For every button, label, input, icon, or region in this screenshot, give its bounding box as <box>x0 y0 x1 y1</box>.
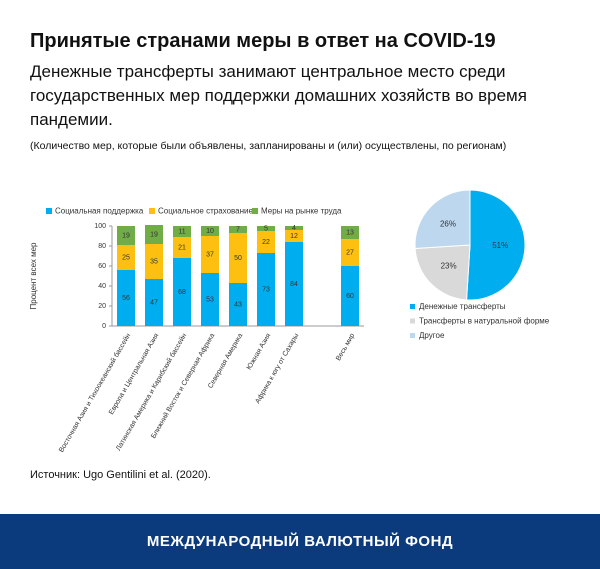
bar-segment <box>201 236 219 273</box>
bar-segment <box>201 226 219 236</box>
data-label: 43 <box>234 301 242 308</box>
bar-segment <box>257 253 275 326</box>
y-tick-label: 0 <box>102 323 106 330</box>
bar-segment <box>229 283 247 326</box>
data-label: 12 <box>290 233 298 240</box>
data-label: 73 <box>262 286 270 293</box>
bar-segment <box>341 226 359 239</box>
y-tick-label: 60 <box>98 263 106 270</box>
data-label: 60 <box>346 293 354 300</box>
bar-segment <box>229 226 247 233</box>
bar-segment <box>285 226 303 230</box>
data-label: 84 <box>290 281 298 288</box>
data-label: 19 <box>122 232 130 239</box>
bar-segment <box>145 279 163 326</box>
x-tick-label: Южная Азия <box>246 332 273 371</box>
bar-segment <box>117 245 135 270</box>
data-label: 35 <box>150 258 158 265</box>
bar-segment <box>173 237 191 258</box>
legend-swatch <box>149 208 155 214</box>
bar-segment <box>341 239 359 266</box>
data-label: 21 <box>178 244 186 251</box>
legend-swatch <box>410 333 415 338</box>
subtitle: Денежные трансферты занимают центральное… <box>30 62 527 129</box>
data-label: 68 <box>178 289 186 296</box>
data-label: 22 <box>262 239 270 246</box>
bar-segment <box>145 225 163 244</box>
data-label: 13 <box>346 229 354 236</box>
x-tick-label: Весь мир <box>335 332 356 362</box>
pie-slice <box>466 189 526 301</box>
legend-swatch <box>46 208 52 214</box>
data-label: 7 <box>236 226 240 233</box>
bar-segment <box>201 273 219 326</box>
note: (Количество мер, которые были объявлены,… <box>30 140 507 152</box>
bar-segment <box>285 242 303 326</box>
data-label: 11 <box>178 228 185 235</box>
data-label: 23% <box>441 261 457 270</box>
data-label: 25 <box>122 254 130 261</box>
data-label: 53 <box>206 296 214 303</box>
data-label: 19 <box>150 231 158 238</box>
legend-swatch <box>252 208 258 214</box>
bar-segment <box>229 233 247 283</box>
bar-segment <box>257 226 275 231</box>
pie-slice <box>414 189 471 249</box>
legend-label: Социальная поддержка <box>55 207 144 216</box>
source: Источник: Ugo Gentilini et al. (2020). <box>30 469 211 481</box>
y-tick-label: 100 <box>94 223 106 230</box>
bar-segment <box>145 244 163 279</box>
bar-segment <box>257 231 275 253</box>
data-label: 56 <box>122 295 130 302</box>
bar-segment <box>117 226 135 245</box>
data-label: 27 <box>346 249 354 256</box>
bar-segment <box>117 270 135 326</box>
y-tick-label: 40 <box>98 283 106 290</box>
legend-label: Трансферты в натуральной форме <box>419 317 550 326</box>
y-axis-label: Процент всех мер <box>29 242 38 310</box>
data-label: 47 <box>150 299 158 306</box>
legend-label: Меры на рынке труда <box>261 207 342 216</box>
data-label: 4 <box>292 225 296 232</box>
chart: 0 20 40 60 80 100 Процент всех мер Социальная п… <box>29 189 550 454</box>
legend-label: Денежные трансферты <box>419 302 506 311</box>
bar-segment <box>341 266 359 326</box>
title: Принятые странами меры в ответ на COVID-… <box>30 30 496 52</box>
x-tick-label: Европа и Центральная Азия <box>108 332 160 416</box>
data-label: 37 <box>206 251 214 258</box>
legend-swatch <box>410 318 415 324</box>
pie-slice <box>414 244 471 301</box>
bar-segment <box>173 226 191 237</box>
data-label: 5 <box>264 225 268 232</box>
bar-segment <box>173 258 191 326</box>
y-tick-label: 20 <box>98 303 106 310</box>
data-label: 26% <box>440 219 456 228</box>
footer: МЕЖДУНАРОДНЫЙ ВАЛЮТНЫЙ ФОНД <box>0 514 600 569</box>
bar-segment <box>285 230 303 242</box>
y-tick-label: 80 <box>98 243 106 250</box>
data-label: 10 <box>206 228 214 235</box>
data-label: 51% <box>492 241 508 250</box>
data-label: 50 <box>234 255 242 262</box>
legend-label: Социальное страхование <box>158 207 254 216</box>
legend-swatch <box>410 304 415 309</box>
legend-label: Другое <box>419 331 445 340</box>
